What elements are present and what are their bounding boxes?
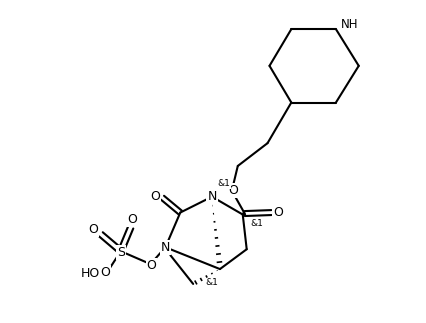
Text: O: O bbox=[147, 259, 156, 272]
Text: O: O bbox=[127, 213, 137, 226]
Text: N: N bbox=[207, 190, 217, 203]
Text: HO: HO bbox=[81, 266, 100, 279]
Text: &1: &1 bbox=[217, 179, 230, 188]
Text: S: S bbox=[117, 246, 125, 259]
Text: NH: NH bbox=[341, 18, 359, 31]
Polygon shape bbox=[243, 211, 246, 216]
Text: &1: &1 bbox=[250, 219, 264, 228]
Text: N: N bbox=[161, 241, 170, 254]
Text: O: O bbox=[150, 190, 161, 203]
Text: O: O bbox=[228, 184, 238, 197]
Text: &1: &1 bbox=[206, 278, 219, 287]
Text: O: O bbox=[88, 223, 98, 236]
Text: O: O bbox=[273, 206, 283, 219]
Text: O: O bbox=[100, 266, 110, 278]
